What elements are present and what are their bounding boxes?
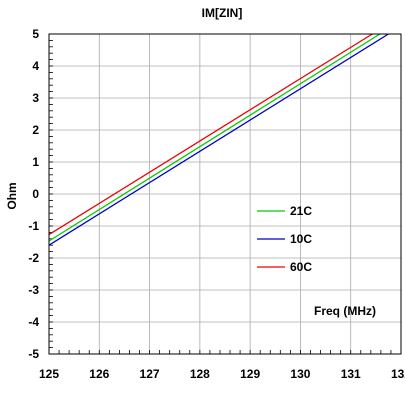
x-tick-label: 125 bbox=[39, 367, 59, 381]
x-tick-label: 128 bbox=[190, 367, 210, 381]
series-line-10c bbox=[48, 33, 389, 246]
y-tick-label: 2 bbox=[32, 123, 39, 137]
plot-border bbox=[48, 33, 402, 355]
series-line-60c bbox=[48, 33, 373, 236]
tick-layer: 125 126 127 128 129 130 131 132 -5 -4 -3 -2 -1 0 1 2 3 4 5 bbox=[28, 27, 405, 381]
x-tick-label: 126 bbox=[89, 367, 109, 381]
series-line-21c bbox=[48, 33, 381, 242]
x-tick-label: 131 bbox=[341, 367, 361, 381]
legend: 21C 10C 60C bbox=[257, 204, 312, 274]
y-tick-label: 0 bbox=[32, 187, 39, 201]
y-axis-label: Ohm bbox=[5, 182, 19, 209]
x-tick-label: 127 bbox=[140, 367, 160, 381]
y-tick-label: -5 bbox=[28, 347, 39, 361]
grid-layer bbox=[49, 34, 401, 354]
y-tick-label: 3 bbox=[32, 91, 39, 105]
x-tick-label: 130 bbox=[290, 367, 310, 381]
y-tick-label: -2 bbox=[28, 251, 39, 265]
x-tick-label: 129 bbox=[240, 367, 260, 381]
legend-label-21c: 21C bbox=[290, 204, 312, 218]
x-tick-label: 132 bbox=[391, 367, 405, 381]
y-tick-label: 1 bbox=[32, 155, 39, 169]
chart-title: IM[ZIN] bbox=[202, 6, 243, 20]
y-tick-label: -4 bbox=[28, 315, 39, 329]
legend-label-60c: 60C bbox=[290, 260, 312, 274]
legend-label-10c: 10C bbox=[290, 232, 312, 246]
y-tick-label: 4 bbox=[32, 59, 39, 73]
y-tick-label: -1 bbox=[28, 219, 39, 233]
y-tick-label: -3 bbox=[28, 283, 39, 297]
x-axis-label: Freq (MHz) bbox=[314, 304, 376, 318]
y-tick-label: 5 bbox=[32, 27, 39, 41]
series-layer bbox=[48, 33, 389, 246]
